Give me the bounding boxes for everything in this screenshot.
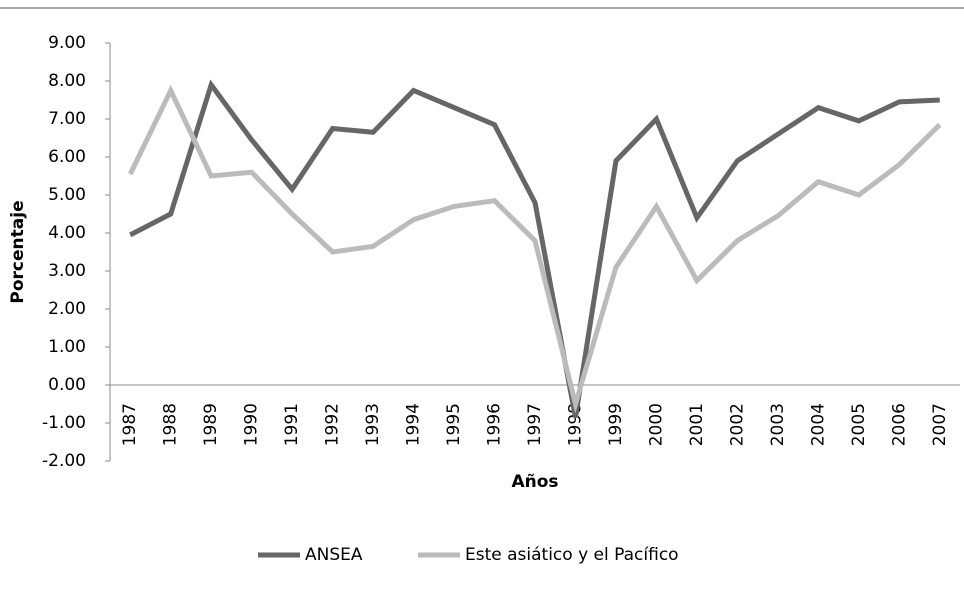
x-tick-label: 1998 (565, 403, 585, 446)
x-tick-label: 1994 (404, 403, 424, 446)
x-axis-title: Años (511, 472, 558, 492)
x-tick-label: 1989 (201, 403, 221, 446)
x-tick-label: 2003 (768, 403, 788, 446)
y-tick-label: 0.00 (48, 375, 86, 395)
x-tick-label: 2002 (727, 403, 747, 446)
x-tick-label: 1997 (525, 403, 545, 446)
y-tick-label: -1.00 (42, 413, 86, 433)
y-tick-label: 6.00 (48, 147, 86, 167)
x-tick-label: 2001 (687, 403, 707, 446)
y-tick-label: 4.00 (48, 223, 86, 243)
y-tick-label: 5.00 (48, 185, 86, 205)
x-tick-label: 1996 (485, 403, 505, 446)
x-tick-label: 1988 (161, 403, 181, 446)
y-tick-label: 8.00 (48, 71, 86, 91)
x-tick-label: 1992 (323, 403, 343, 446)
y-axis-title: Porcentaje (8, 200, 28, 303)
x-tick-label: 2005 (849, 403, 869, 446)
y-tick-label: 9.00 (48, 33, 86, 53)
x-tick-label: 1990 (242, 403, 262, 446)
legend-label: Este asiático y el Pacífico (465, 545, 679, 565)
x-tick-label: 1991 (282, 403, 302, 446)
x-tick-label: 2004 (808, 403, 828, 446)
y-tick-label: 7.00 (48, 109, 86, 129)
y-tick-label: 2.00 (48, 299, 86, 319)
y-tick-label: 3.00 (48, 261, 86, 281)
line-series (129, 79, 940, 418)
x-tick-label: 2007 (930, 403, 950, 446)
x-tick-label: 1993 (363, 403, 383, 446)
line-series (127, 84, 942, 414)
x-tick-label: 1995 (444, 403, 464, 446)
x-tick-label: 2006 (889, 403, 909, 446)
x-tick-label: 1987 (120, 403, 140, 446)
legend-label: ANSEA (305, 545, 363, 565)
x-tick-label: 2000 (646, 403, 666, 446)
x-tick-label: 1999 (606, 403, 626, 446)
y-tick-label: 1.00 (48, 337, 86, 357)
y-tick-label: -2.00 (42, 451, 86, 471)
